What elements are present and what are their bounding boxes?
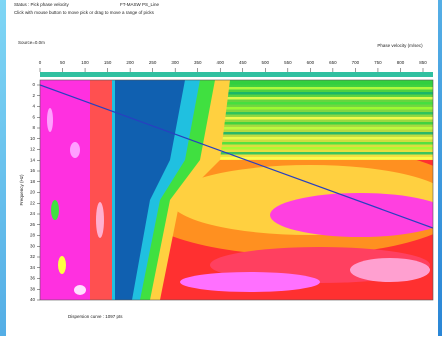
x-tick-label: 50 <box>60 60 66 65</box>
y-tick-label: 16 <box>30 168 36 173</box>
stripe <box>150 157 433 160</box>
stripe <box>150 112 433 115</box>
dispersion-image <box>40 80 433 300</box>
stripe <box>150 97 433 100</box>
x-tick-label: 400 <box>216 60 224 65</box>
axes: 0 50 100 150 200 250 300 350 400 450 500 550 600 650 7… <box>30 60 427 302</box>
stripe <box>150 152 433 155</box>
y-tick-label: 30 <box>30 243 36 248</box>
y-tick-label: 38 <box>30 286 36 291</box>
y-tick-label: 28 <box>30 233 36 238</box>
x-tick-label: 500 <box>262 60 270 65</box>
x-tick-label: 600 <box>307 60 315 65</box>
x-tick-label: 700 <box>352 60 360 65</box>
y-tick-label: 14 <box>30 157 36 162</box>
stripe <box>150 117 433 120</box>
y-tick-label: 26 <box>30 222 36 227</box>
y-tick-label: 6 <box>32 114 35 119</box>
plot-frame <box>39 79 434 301</box>
x-tick-label: 350 <box>194 60 202 65</box>
top-strip <box>40 72 433 77</box>
x-axis-label: Phase velocity (m/sec) <box>377 43 423 48</box>
y-tick-label: 24 <box>30 211 36 216</box>
stripe <box>150 132 433 135</box>
file-name: FT-MASW PS_Line <box>120 2 160 7</box>
y-tick-label: 18 <box>30 179 36 184</box>
stripe <box>150 122 433 125</box>
y-tick-label: 12 <box>30 147 36 152</box>
x-tick-label: 0 <box>39 60 42 65</box>
y-tick-label: 4 <box>32 104 35 109</box>
stripe <box>150 82 433 85</box>
x-tick-label: 100 <box>81 60 89 65</box>
stripe <box>150 147 433 150</box>
y-tick-label: 10 <box>30 136 36 141</box>
x-tick-label: 450 <box>239 60 247 65</box>
y-tick-label: 2 <box>32 93 35 98</box>
y-tick-label: 22 <box>30 200 36 205</box>
curve-info: Dispersion curve : 1097 pts <box>68 314 123 319</box>
x-tick-label: 300 <box>171 60 179 65</box>
source-label: Source=0.0m <box>18 40 45 45</box>
y-axis-label: Frequency (Hz) <box>19 174 24 206</box>
x-tick-label: 850 <box>419 60 427 65</box>
x-tick-label: 650 <box>329 60 337 65</box>
y-tick-label: 36 <box>30 276 36 281</box>
x-tick-label: 200 <box>126 60 134 65</box>
stripe <box>150 127 433 130</box>
stripe <box>150 107 433 110</box>
stripe <box>150 137 433 140</box>
y-tick-label: 8 <box>32 125 35 130</box>
stripe <box>150 87 433 90</box>
y-tick-label: 34 <box>30 265 36 270</box>
x-tick-label: 250 <box>149 60 157 65</box>
x-tick-label: 750 <box>374 60 382 65</box>
x-tick-label: 550 <box>284 60 292 65</box>
hint-text: Click with mouse button to move pick or … <box>14 10 155 15</box>
stripe <box>150 92 433 95</box>
y-tick-label: 32 <box>30 254 36 259</box>
y-tick-label: 0 <box>32 82 35 87</box>
x-tick-label: 800 <box>397 60 405 65</box>
status-text: Status : Pick phase velocity <box>14 2 70 7</box>
x-tick-label: 150 <box>104 60 112 65</box>
stripe <box>150 102 433 105</box>
y-tick-label: 20 <box>30 190 36 195</box>
y-tick-label: 40 <box>30 297 36 302</box>
stripe <box>150 142 433 145</box>
